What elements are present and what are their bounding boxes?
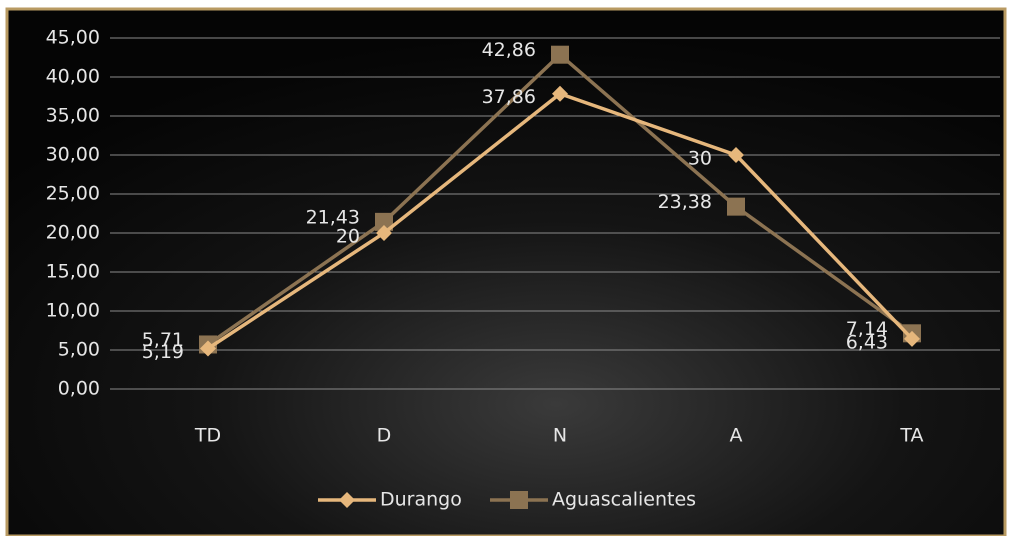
data-point — [727, 197, 745, 216]
legend-marker — [510, 491, 528, 509]
data-label: 23,38 — [658, 191, 712, 213]
y-tick-label: 25,00 — [46, 183, 100, 205]
y-tick-label: 10,00 — [46, 300, 100, 322]
y-tick-label: 0,00 — [58, 378, 100, 400]
y-tick-label: 20,00 — [46, 222, 100, 244]
data-point — [551, 45, 569, 64]
data-label: 7,14 — [846, 318, 888, 340]
x-tick-label: TA — [899, 425, 923, 447]
data-point — [376, 225, 392, 241]
data-label: 20 — [336, 226, 360, 248]
legend-label: Aguascalientes — [552, 489, 696, 511]
y-tick-label: 15,00 — [46, 261, 100, 283]
x-tick-label: D — [377, 425, 392, 447]
data-point — [904, 330, 920, 347]
data-point — [728, 147, 744, 163]
y-tick-label: 45,00 — [46, 27, 100, 49]
data-label: 42,86 — [482, 39, 536, 61]
data-point — [200, 340, 216, 357]
legend-label: Durango — [380, 489, 462, 511]
legend-marker — [339, 492, 355, 508]
y-tick-label: 35,00 — [46, 105, 100, 127]
x-tick-label: TD — [194, 425, 221, 447]
data-label: 30 — [688, 148, 712, 170]
data-label: 6,43 — [846, 331, 888, 353]
x-tick-label: A — [730, 425, 743, 447]
data-label: 5,71 — [142, 329, 184, 351]
data-label: 5,19 — [142, 341, 184, 363]
data-label: 37,86 — [482, 86, 536, 108]
y-tick-label: 5,00 — [58, 339, 100, 361]
data-point — [552, 85, 568, 102]
y-tick-label: 40,00 — [46, 66, 100, 88]
data-point — [375, 212, 393, 231]
y-tick-label: 30,00 — [46, 144, 100, 166]
data-label: 21,43 — [306, 206, 360, 228]
x-tick-label: N — [553, 425, 567, 447]
